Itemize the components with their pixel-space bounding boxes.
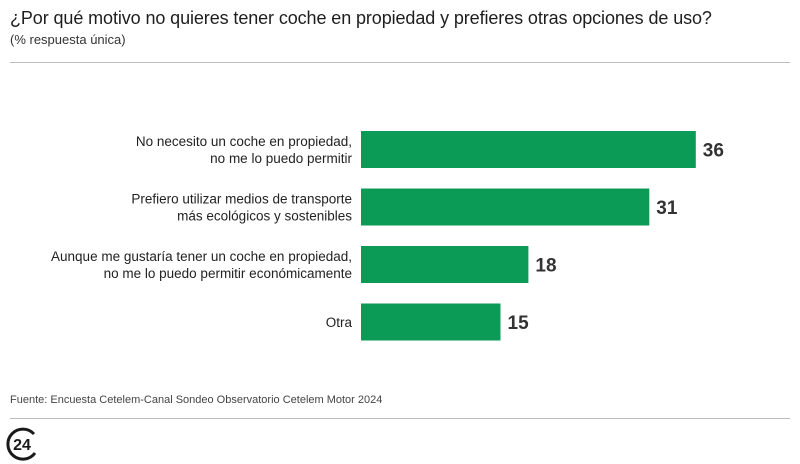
bar-4 [361, 303, 501, 341]
category-label-3-line-1: Aunque me gustaría tener un coche en pro… [51, 249, 352, 264]
source-note: Fuente: Encuesta Cetelem-Canal Sondeo Ob… [10, 394, 383, 406]
chart-title: ¿Por qué motivo no quieres tener coche e… [10, 8, 712, 28]
24-logo-icon: 24 [6, 427, 37, 461]
category-label-3-line-2: no me lo puedo permitir económicamente [104, 266, 352, 281]
value-label-2: 31 [656, 198, 678, 219]
bar-1 [361, 131, 696, 168]
bottom-divider [10, 418, 790, 419]
category-label-2-line-2: más ecológicos y sostenibles [177, 209, 352, 224]
top-divider [10, 62, 790, 63]
value-label-4: 15 [508, 313, 530, 334]
bar-2 [361, 188, 650, 226]
value-label-1: 36 [703, 141, 724, 162]
value-label-3: 18 [535, 256, 556, 277]
category-label-1-line-2: no me lo puedo permitir [210, 151, 352, 166]
chart-subtitle: (% respuesta única) [10, 32, 126, 47]
category-label-1-line-1: No necesito un coche en propiedad, [136, 134, 352, 149]
bar-3 [361, 246, 529, 283]
category-label-4-line-1: Otra [326, 315, 353, 330]
logo-text: 24 [13, 437, 31, 454]
category-label-2-line-1: Prefiero utilizar medios de transporte [131, 192, 352, 207]
